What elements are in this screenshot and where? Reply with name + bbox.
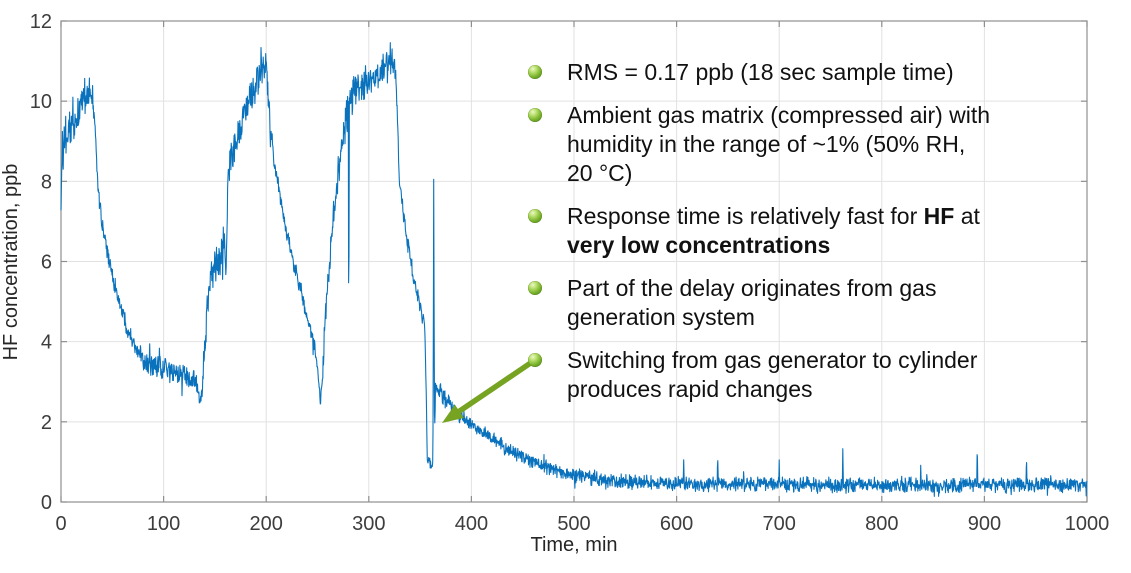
x-tick-label: 400 bbox=[455, 513, 488, 535]
green-sphere-bullet-icon bbox=[528, 353, 542, 367]
green-sphere-bullet-icon bbox=[528, 281, 542, 295]
bullet-item-1: RMS = 0.17 ppb (18 sec sample time) bbox=[528, 58, 1038, 87]
y-tick-label: 8 bbox=[41, 171, 52, 193]
y-axis-label: HF concentration, ppb bbox=[0, 164, 22, 361]
bullet-item-4: Part of the delay originates from gas gen… bbox=[528, 274, 1038, 332]
y-tick-label: 6 bbox=[41, 252, 52, 274]
bullet-text: Response time is relatively fast for HF … bbox=[567, 203, 980, 258]
x-tick-label: 200 bbox=[250, 513, 283, 535]
grid-lines bbox=[61, 21, 1087, 502]
x-tick-label: 300 bbox=[352, 513, 385, 535]
bullet-text: Switching from gas generator to cylinder… bbox=[567, 347, 978, 402]
bullet-item-2: Ambient gas matrix (compressed air) with… bbox=[528, 101, 1038, 188]
axes: 0 100 200 300 400 500 600 700 800 900 1000 0 2 4 6 8 10 1… bbox=[30, 11, 1110, 535]
hf-concentration-trace bbox=[60, 42, 1088, 497]
green-sphere-bullet-icon bbox=[528, 209, 542, 223]
y-tick-label: 2 bbox=[41, 412, 52, 434]
bullet-text: RMS = 0.17 ppb (18 sec sample time) bbox=[567, 59, 954, 85]
x-tick-label: 1000 bbox=[1065, 513, 1110, 535]
x-tick-label: 800 bbox=[865, 513, 898, 535]
annotation-arrow bbox=[442, 357, 538, 423]
x-tick-label: 600 bbox=[660, 513, 693, 535]
x-tick-label: 900 bbox=[968, 513, 1001, 535]
x-tick-label: 500 bbox=[557, 513, 590, 535]
y-tick-label: 12 bbox=[30, 11, 52, 33]
x-axis-label: Time, min bbox=[530, 534, 617, 556]
arrow-head-icon bbox=[442, 404, 464, 423]
y-tick-label: 4 bbox=[41, 332, 52, 354]
bullet-item-5: Switching from gas generator to cylinder… bbox=[528, 346, 1038, 404]
bullet-text: Part of the delay originates from gas gen… bbox=[567, 275, 937, 330]
arrow-shaft bbox=[454, 357, 538, 416]
x-tick-label: 0 bbox=[55, 513, 66, 535]
bullet-item-3: Response time is relatively fast for HF … bbox=[528, 202, 1038, 260]
x-tick-label: 100 bbox=[147, 513, 180, 535]
y-tick-label: 10 bbox=[30, 91, 52, 113]
green-sphere-bullet-icon bbox=[528, 108, 542, 122]
green-sphere-bullet-icon bbox=[528, 65, 542, 79]
bullet-text: Ambient gas matrix (compressed air) with… bbox=[567, 102, 991, 186]
hf-trace bbox=[60, 42, 1088, 497]
annotation-bullet-list: RMS = 0.17 ppb (18 sec sample time) Ambie… bbox=[528, 58, 1038, 418]
x-tick-label: 700 bbox=[763, 513, 796, 535]
y-tick-label: 0 bbox=[41, 492, 52, 514]
